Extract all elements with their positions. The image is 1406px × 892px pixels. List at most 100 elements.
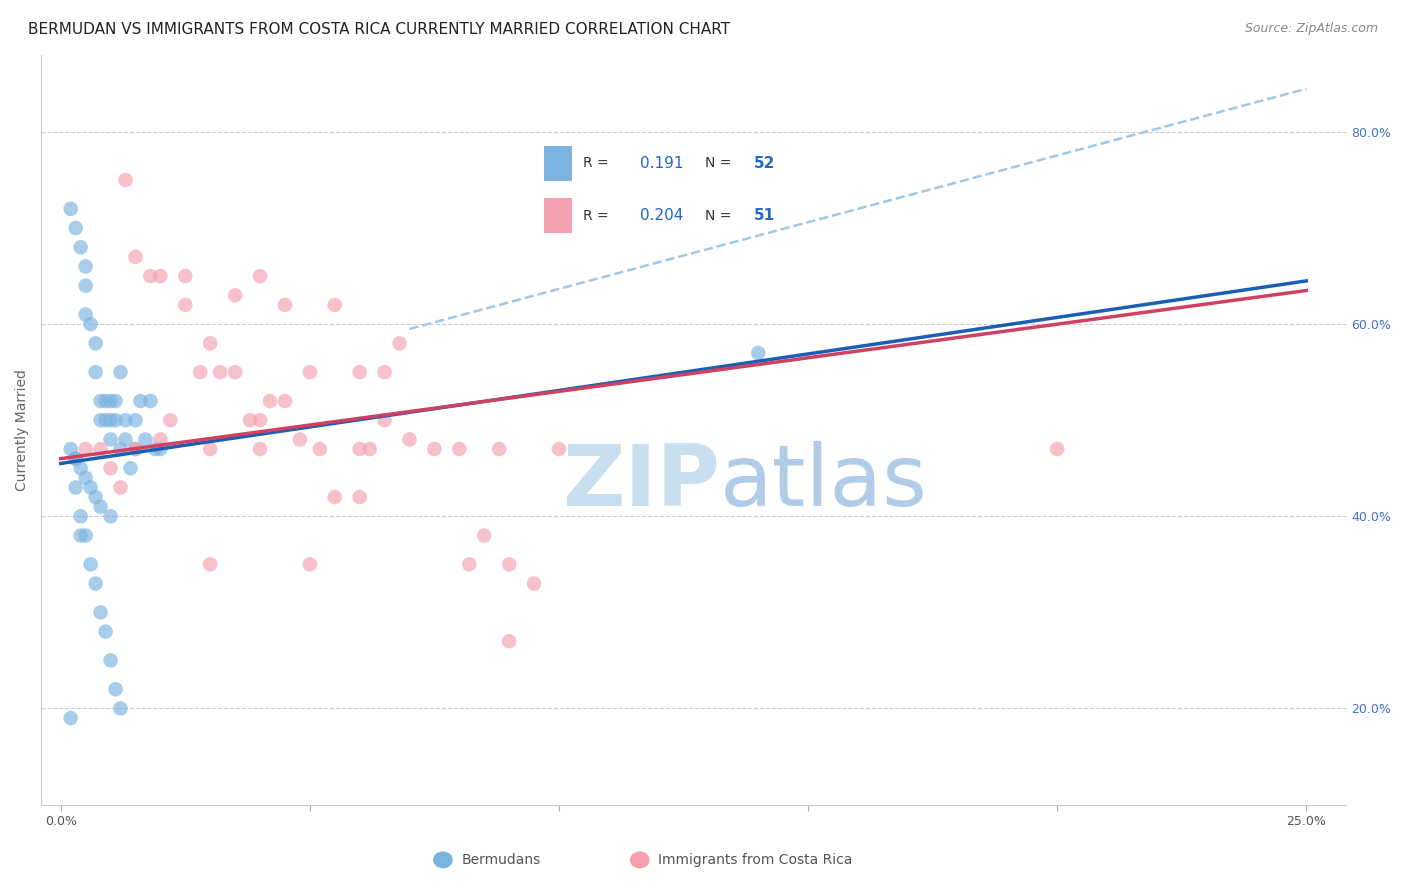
Point <box>224 288 246 302</box>
Point <box>298 558 321 572</box>
Point <box>100 433 122 447</box>
Point <box>249 269 271 284</box>
Point <box>75 260 97 274</box>
Point <box>472 528 495 542</box>
Point <box>75 278 97 293</box>
Point <box>114 173 136 187</box>
Point <box>239 413 262 427</box>
Point <box>100 461 122 475</box>
Point <box>59 202 82 216</box>
Point <box>523 576 546 591</box>
Point <box>274 298 297 312</box>
Point <box>124 442 146 456</box>
Point <box>84 490 107 504</box>
Point <box>110 701 132 715</box>
Point <box>548 442 571 456</box>
Point <box>323 298 346 312</box>
Point <box>100 509 122 524</box>
Point <box>308 442 330 456</box>
Point <box>65 451 87 466</box>
Point <box>274 394 297 409</box>
Point <box>75 528 97 542</box>
Point <box>374 413 396 427</box>
Point <box>488 442 510 456</box>
Point <box>79 480 101 494</box>
Point <box>124 413 146 427</box>
Point <box>90 394 112 409</box>
Point <box>149 269 172 284</box>
Text: BERMUDAN VS IMMIGRANTS FROM COSTA RICA CURRENTLY MARRIED CORRELATION CHART: BERMUDAN VS IMMIGRANTS FROM COSTA RICA C… <box>28 22 730 37</box>
Point <box>84 576 107 591</box>
Point <box>65 480 87 494</box>
Point <box>149 442 172 456</box>
Point <box>388 336 411 351</box>
Point <box>94 394 117 409</box>
Point <box>114 413 136 427</box>
Point <box>79 317 101 331</box>
Point <box>79 558 101 572</box>
Text: atlas: atlas <box>720 441 928 524</box>
Point <box>90 606 112 620</box>
Text: Source: ZipAtlas.com: Source: ZipAtlas.com <box>1244 22 1378 36</box>
Point <box>398 433 420 447</box>
Point <box>423 442 446 456</box>
Point <box>110 365 132 379</box>
Point <box>323 490 346 504</box>
Point <box>174 269 197 284</box>
Point <box>94 624 117 639</box>
Point <box>75 442 97 456</box>
Text: Immigrants from Costa Rica: Immigrants from Costa Rica <box>658 853 852 867</box>
Point <box>69 461 91 475</box>
Point <box>249 413 271 427</box>
Point <box>90 413 112 427</box>
Point <box>69 509 91 524</box>
Point <box>114 433 136 447</box>
Point <box>145 442 167 456</box>
Point <box>1046 442 1069 456</box>
Point <box>124 442 146 456</box>
Point <box>84 336 107 351</box>
Point <box>110 480 132 494</box>
Point <box>449 442 471 456</box>
Point <box>104 394 127 409</box>
Point <box>104 413 127 427</box>
Point <box>349 490 371 504</box>
Point <box>90 500 112 514</box>
Point <box>65 221 87 235</box>
Point <box>188 365 211 379</box>
Point <box>298 365 321 379</box>
Point <box>224 365 246 379</box>
Point <box>209 365 232 379</box>
Point <box>104 682 127 697</box>
Point <box>69 240 91 254</box>
Point <box>120 461 142 475</box>
Point <box>84 365 107 379</box>
Point <box>249 442 271 456</box>
Point <box>59 711 82 725</box>
Point <box>65 451 87 466</box>
Text: Bermudans: Bermudans <box>461 853 540 867</box>
Point <box>374 365 396 379</box>
Point <box>174 298 197 312</box>
Point <box>90 442 112 456</box>
Point <box>149 433 172 447</box>
Point <box>259 394 281 409</box>
Point <box>110 442 132 456</box>
Point <box>349 365 371 379</box>
Point <box>134 433 156 447</box>
Point <box>75 308 97 322</box>
Point <box>100 653 122 667</box>
Point <box>75 471 97 485</box>
Point <box>200 442 222 456</box>
Point <box>139 394 162 409</box>
Point <box>94 413 117 427</box>
Point <box>458 558 481 572</box>
Point <box>359 442 381 456</box>
Y-axis label: Currently Married: Currently Married <box>15 369 30 491</box>
Point <box>200 336 222 351</box>
Point <box>498 634 520 648</box>
Point <box>69 528 91 542</box>
Point <box>100 413 122 427</box>
Point <box>59 442 82 456</box>
Point <box>100 394 122 409</box>
